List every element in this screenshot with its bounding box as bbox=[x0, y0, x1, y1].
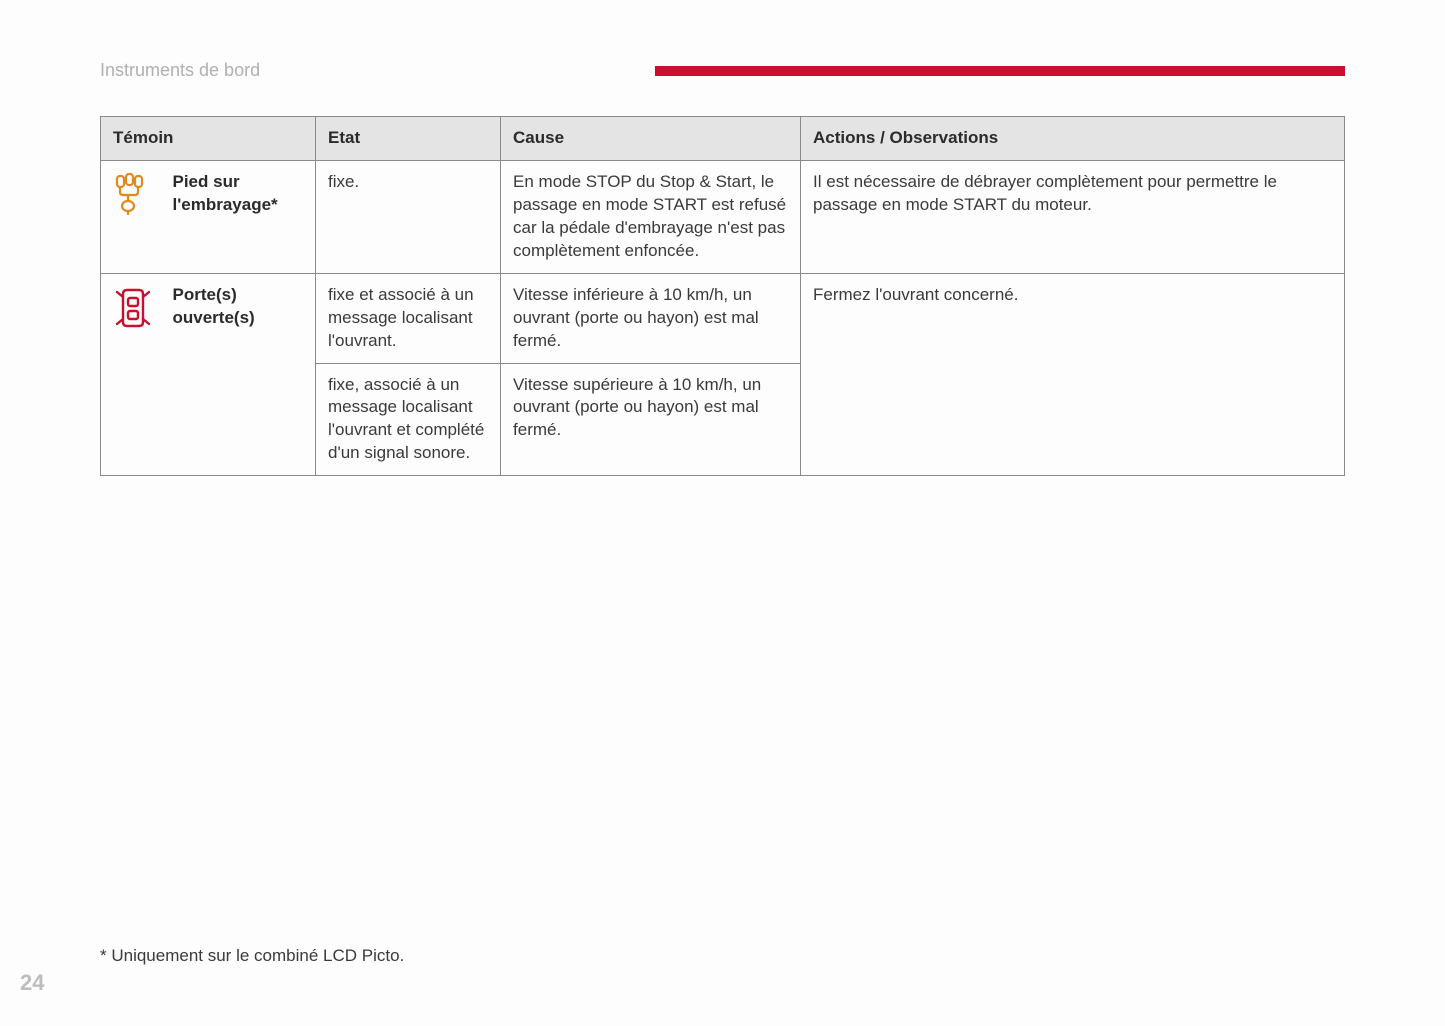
etat-cell: fixe, associé à un message localisant l'… bbox=[316, 363, 501, 476]
actions-cell: Fermez l'ouvrant concerné. bbox=[801, 273, 1345, 476]
page-header: Instruments de bord bbox=[100, 60, 1345, 81]
warning-lights-table: Témoin Etat Cause Actions / Observations bbox=[100, 116, 1345, 476]
accent-bar bbox=[655, 66, 1345, 76]
col-header-etat: Etat bbox=[316, 117, 501, 161]
etat-cell: fixe et associé à un message localisant … bbox=[316, 273, 501, 363]
col-header-temoin: Témoin bbox=[101, 117, 316, 161]
footnote: * Uniquement sur le combiné LCD Picto. bbox=[100, 946, 404, 966]
etat-cell: fixe. bbox=[316, 160, 501, 273]
page-number: 24 bbox=[20, 970, 44, 996]
section-title: Instruments de bord bbox=[100, 60, 260, 81]
clutch-pedal-icon bbox=[113, 171, 149, 217]
temoin-label: Pied sur l'embrayage* bbox=[173, 172, 278, 214]
temoin-label-cell: Porte(s) ouverte(s) bbox=[161, 273, 316, 476]
door-open-icon bbox=[113, 284, 149, 332]
col-header-actions: Actions / Observations bbox=[801, 117, 1345, 161]
cause-cell: Vitesse inférieure à 10 km/h, un ouvrant… bbox=[501, 273, 801, 363]
icon-cell bbox=[101, 160, 161, 273]
temoin-label-cell: Pied sur l'embrayage* bbox=[161, 160, 316, 273]
temoin-label: Porte(s) ouverte(s) bbox=[173, 285, 255, 327]
cause-cell: Vitesse supérieure à 10 km/h, un ouvrant… bbox=[501, 363, 801, 476]
col-header-cause: Cause bbox=[501, 117, 801, 161]
cause-cell: En mode STOP du Stop & Start, le passage… bbox=[501, 160, 801, 273]
table-row: Porte(s) ouverte(s) fixe et associé à un… bbox=[101, 273, 1345, 363]
table-header-row: Témoin Etat Cause Actions / Observations bbox=[101, 117, 1345, 161]
actions-cell: Il est nécessaire de débrayer complèteme… bbox=[801, 160, 1345, 273]
icon-cell bbox=[101, 273, 161, 476]
table-row: Pied sur l'embrayage* fixe. En mode STOP… bbox=[101, 160, 1345, 273]
